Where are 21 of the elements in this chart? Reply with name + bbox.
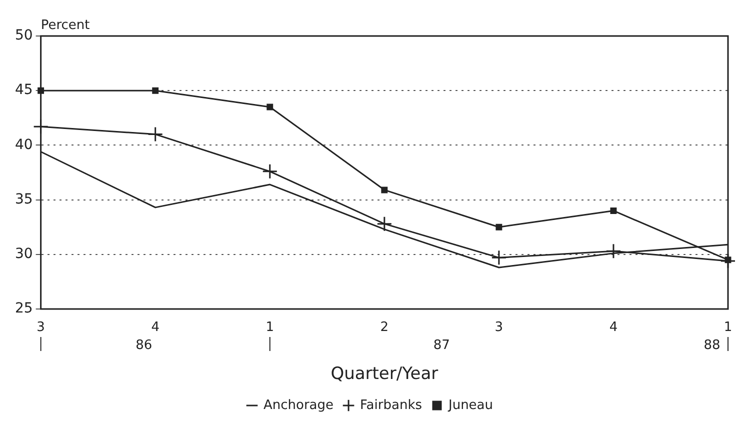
x-tick-label: 1 [724,320,732,336]
y-tick-label: 45 [14,82,33,98]
y-tick-label: 30 [14,246,33,262]
legend-label: Juneau [447,398,494,413]
x-tick-label: 4 [151,320,160,336]
y-tick-label: 35 [14,191,33,208]
y-tick-label: 40 [14,136,33,153]
text: 86 [136,338,152,353]
text: 87 [433,338,450,353]
y-tick-label: 25 [14,300,33,317]
x-axis-title: Quarter/Year [330,364,438,384]
x-tick-label: 3 [36,320,45,336]
legend-label: Anchorage [263,398,334,413]
x-tick-label: 3 [494,320,504,336]
x-tick-label: 1 [266,320,274,336]
x-tick-label: 2 [380,320,389,336]
y-tick-label: 50 [14,28,33,44]
y-axis-title: Percent [40,18,90,33]
text: 88 [704,338,720,353]
x-tick-label: 4 [609,320,618,336]
legend-label: Fairbanks [360,398,422,413]
